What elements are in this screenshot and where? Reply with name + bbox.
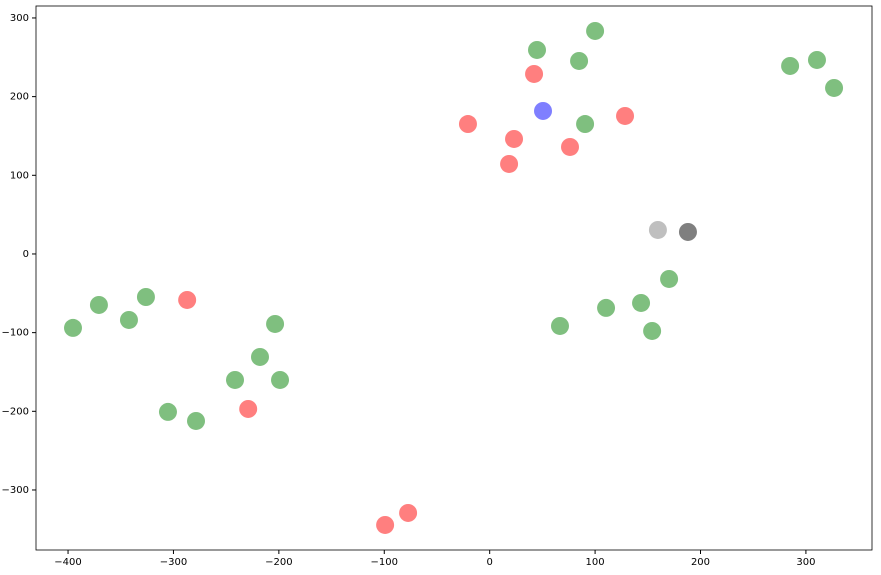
y-tick-label: 100 [10, 170, 29, 181]
point [266, 314, 285, 333]
point [586, 21, 605, 40]
point [250, 347, 269, 366]
point [534, 101, 553, 120]
point [239, 399, 258, 418]
point [576, 115, 595, 134]
x-tick-label: 200 [691, 557, 710, 568]
point [825, 78, 844, 97]
point [178, 290, 197, 309]
point [271, 370, 290, 389]
y-tick-label: −200 [2, 406, 29, 417]
point [660, 269, 679, 288]
x-tick-label: −200 [265, 557, 292, 568]
point [550, 316, 569, 335]
point [807, 50, 826, 69]
x-tick-label: −400 [54, 557, 81, 568]
point [570, 51, 589, 70]
point [643, 321, 662, 340]
point [561, 137, 580, 156]
point [63, 318, 82, 337]
point [226, 370, 245, 389]
point [89, 295, 108, 314]
x-tick-label: −100 [371, 557, 398, 568]
y-tick-label: −100 [2, 328, 29, 339]
point [597, 298, 616, 317]
point [505, 129, 524, 148]
point [458, 115, 477, 134]
point [399, 503, 418, 522]
point [678, 222, 697, 241]
point [187, 411, 206, 430]
y-tick-label: 0 [23, 249, 29, 260]
x-tick-label: −300 [160, 557, 187, 568]
point [632, 293, 651, 312]
x-tick-label: 300 [796, 557, 815, 568]
x-tick-label: 100 [586, 557, 605, 568]
point [119, 310, 138, 329]
point [376, 515, 395, 534]
point [781, 56, 800, 75]
y-tick-label: 300 [10, 13, 29, 24]
y-tick-label: −300 [2, 485, 29, 496]
point [158, 402, 177, 421]
point [616, 106, 635, 125]
point [525, 64, 544, 83]
point [528, 40, 547, 59]
point [136, 287, 155, 306]
point [500, 154, 519, 173]
y-tick-label: 200 [10, 92, 29, 103]
x-tick-label: 0 [486, 557, 492, 568]
point [648, 220, 667, 239]
plot-frame [35, 5, 873, 551]
